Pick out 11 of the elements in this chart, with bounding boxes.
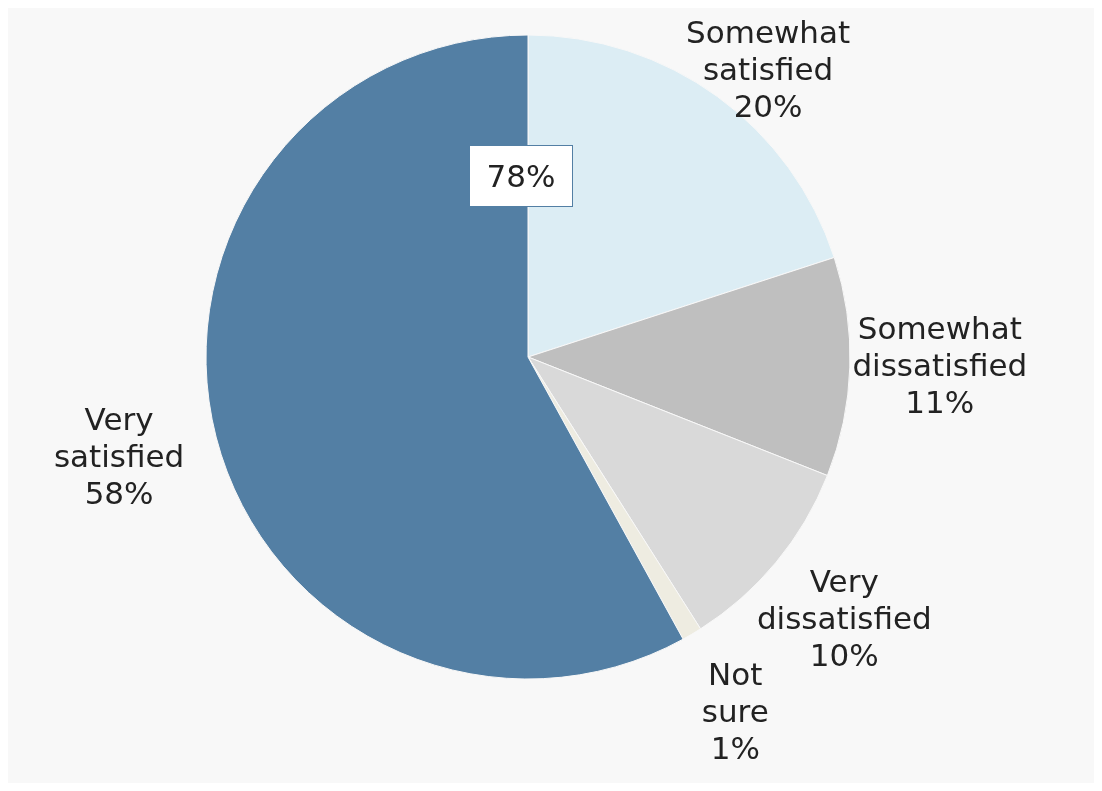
data-label: 11% bbox=[905, 384, 975, 421]
data-label: 58% bbox=[84, 474, 154, 511]
slice-label: Not sure bbox=[701, 655, 769, 729]
slice-label: Somewhat satisfied bbox=[686, 14, 851, 87]
slice-label: Very dissatisfied bbox=[756, 562, 932, 636]
data-label: 10% bbox=[809, 636, 879, 673]
data-label: 20% bbox=[733, 88, 803, 124]
data-label: 1% bbox=[710, 729, 760, 766]
slice-label: Somewhat dissatisfied bbox=[852, 310, 1028, 384]
text: 78% bbox=[469, 145, 573, 207]
slice-label: Very satisfied bbox=[53, 400, 185, 474]
